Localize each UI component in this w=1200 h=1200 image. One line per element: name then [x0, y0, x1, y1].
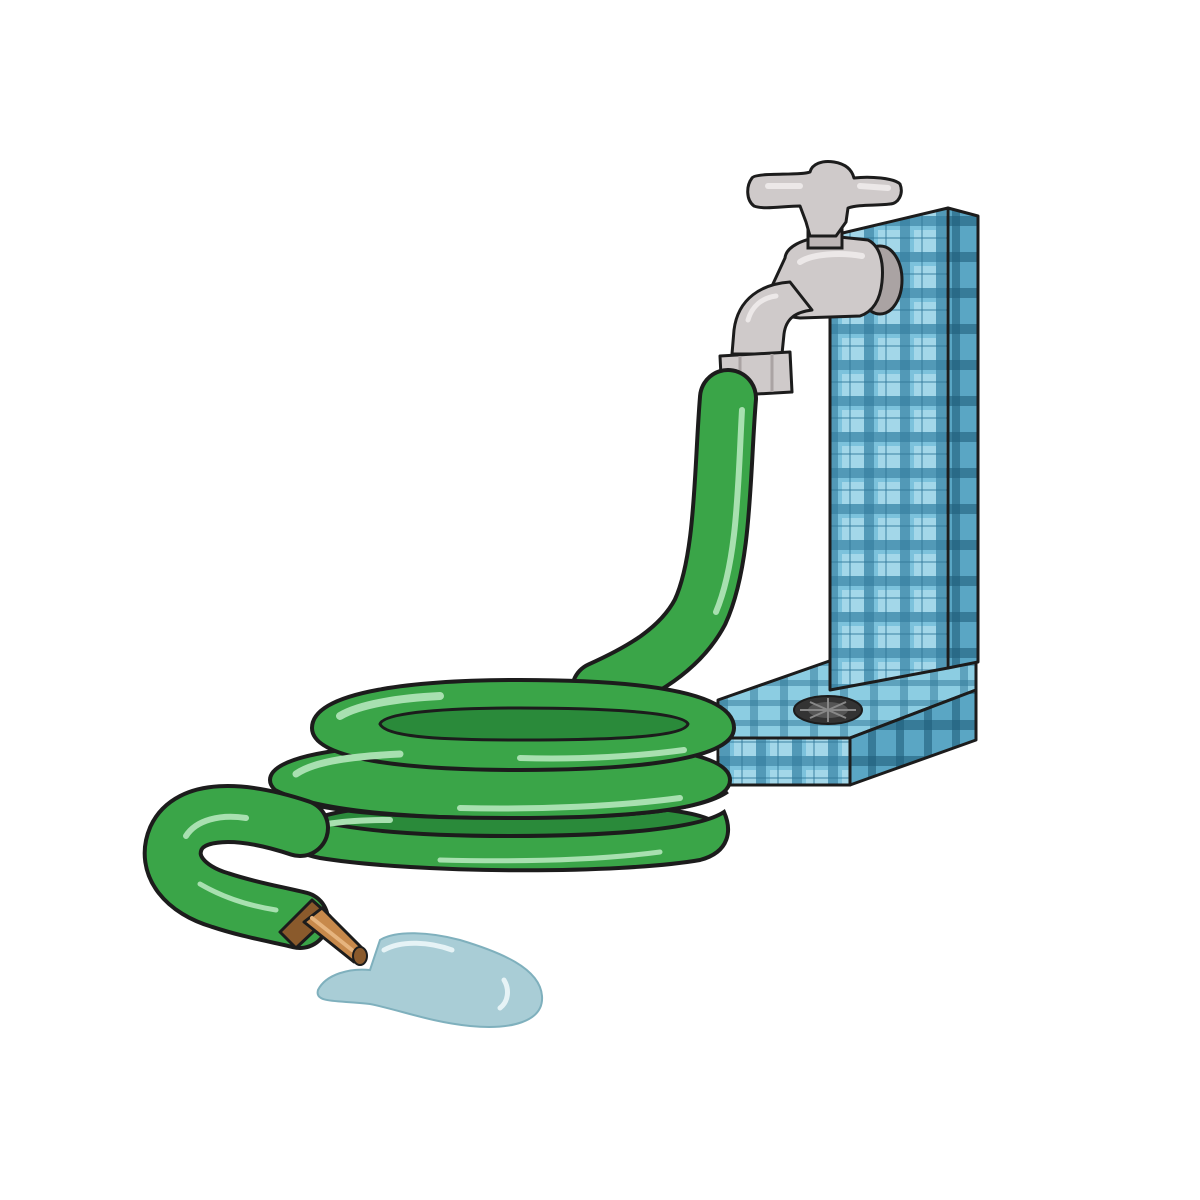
faucet	[718, 160, 904, 398]
drain	[793, 695, 863, 725]
water-puddle	[316, 932, 544, 1028]
tiled-post	[716, 206, 980, 787]
garden-hose	[142, 368, 758, 950]
hose-coil-hole	[378, 706, 690, 742]
faucet-handle-icon	[746, 160, 903, 238]
post-side-face	[946, 206, 980, 670]
post-base-side	[848, 688, 978, 787]
puddle-shadow	[316, 932, 544, 1028]
nozzle	[278, 898, 368, 966]
post-base-front	[716, 736, 852, 787]
